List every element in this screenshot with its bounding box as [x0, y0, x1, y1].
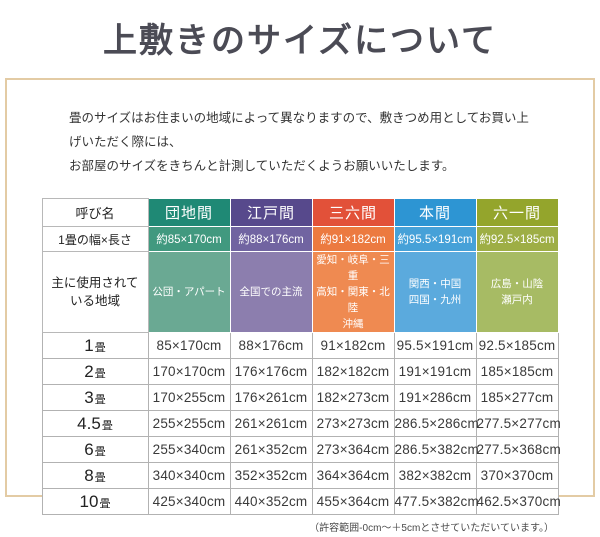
col-header-danchima: 団地間: [147, 198, 231, 227]
row-label: 6畳: [41, 436, 149, 463]
unit-size-cell: 約91×182cm: [311, 226, 395, 252]
row-label-unit: 畳: [94, 471, 106, 484]
row-label: 4.5畳: [41, 410, 149, 437]
intro-line-2: お部屋のサイズをきちんと計測していただくようお願いいたします。: [69, 159, 455, 173]
size-value: 455×364cm: [311, 488, 395, 515]
size-value: 176×261cm: [229, 384, 313, 411]
col-header-sabuma: 三六間: [311, 198, 395, 227]
region-cell: 全国での主流: [229, 251, 313, 333]
table-row-10jo: 10畳 425×340cm 440×352cm 455×364cm 477.5×…: [41, 488, 561, 515]
size-value: 170×255cm: [147, 384, 231, 411]
table-row-8jo: 8畳 340×340cm 352×352cm 364×364cm 382×382…: [41, 462, 559, 489]
size-value: 352×352cm: [229, 462, 313, 489]
size-value: 273×273cm: [311, 410, 395, 437]
row-label: 2畳: [41, 358, 149, 385]
size-value: 185×277cm: [475, 384, 559, 411]
size-value: 255×255cm: [147, 410, 231, 437]
content-frame: 畳のサイズはお住まいの地域によって異なりますので、敷きつめ用としてお買い上げいた…: [5, 78, 595, 534]
row-label-unit: 畳: [94, 445, 106, 458]
unit-size-label: 1畳の幅×長さ: [41, 226, 149, 252]
size-value: 477.5×382cm: [393, 488, 479, 515]
row-label: 1畳: [41, 332, 149, 359]
corner-cell: 呼び名: [41, 198, 149, 227]
region-label: 主に使用されて いる地域: [41, 251, 149, 333]
size-value: 340×340cm: [147, 462, 231, 489]
size-value: 182×273cm: [311, 384, 395, 411]
row-label-number: 1: [84, 335, 94, 355]
col-header-rokuichima: 六一間: [475, 198, 559, 227]
row-label-number: 4.5: [77, 413, 101, 433]
row-label-number: 10: [79, 491, 99, 511]
header-row: 呼び名 団地間 江戸間 三六間 本間 六一間: [41, 198, 559, 227]
size-value: 191×286cm: [393, 384, 477, 411]
unit-size-cell: 約92.5×185cm: [475, 226, 559, 252]
tatami-size-table: 呼び名 団地間 江戸間 三六間 本間 六一間 1畳の幅×長さ 約85×170cm…: [41, 198, 561, 515]
region-row: 主に使用されて いる地域 公団・アパート 全国での主流 愛知・岐阜・三重 高知・…: [41, 251, 559, 333]
col-header-edoma: 江戸間: [229, 198, 313, 227]
size-value: 176×176cm: [229, 358, 313, 385]
unit-size-cell: 約88×176cm: [229, 226, 313, 252]
size-value: 261×261cm: [229, 410, 313, 437]
size-value: 91×182cm: [311, 332, 395, 359]
size-value: 85×170cm: [147, 332, 231, 359]
size-value: 425×340cm: [147, 488, 231, 515]
intro-text: 畳のサイズはお住まいの地域によって異なりますので、敷きつめ用としてお買い上げいた…: [69, 106, 531, 178]
row-label-unit: 畳: [94, 341, 106, 354]
row-label-unit: 畳: [94, 367, 106, 380]
size-value: 286.5×382cm: [393, 436, 479, 463]
unit-size-cell: 約85×170cm: [147, 226, 231, 252]
size-value: 92.5×185cm: [475, 332, 559, 359]
row-label-number: 3: [84, 387, 94, 407]
size-value: 277.5×277cm: [475, 410, 561, 437]
size-value: 286.5×286cm: [393, 410, 479, 437]
size-value: 261×352cm: [229, 436, 313, 463]
row-label-number: 6: [84, 439, 94, 459]
tolerance-footnote: （許容範囲-0cm〜＋5cmとさせていただいています。）: [309, 523, 554, 534]
row-label-number: 2: [84, 361, 94, 381]
size-value: 95.5×191cm: [393, 332, 477, 359]
size-value: 170×170cm: [147, 358, 231, 385]
row-label: 10畳: [41, 488, 149, 515]
row-label-number: 8: [84, 465, 94, 485]
size-value: 440×352cm: [229, 488, 313, 515]
size-value: 277.5×368cm: [475, 436, 561, 463]
table-row-1jo: 1畳 85×170cm 88×176cm 91×182cm 95.5×191cm…: [41, 332, 559, 359]
size-value: 182×182cm: [311, 358, 395, 385]
size-value: 382×382cm: [393, 462, 477, 489]
row-label-unit: 畳: [101, 419, 113, 432]
region-cell: 広島・山陰 瀬戸内: [475, 251, 559, 333]
row-label: 3畳: [41, 384, 149, 411]
region-cell: 公団・アパート: [147, 251, 231, 333]
table-row-2jo: 2畳 170×170cm 176×176cm 182×182cm 191×191…: [41, 358, 559, 385]
unit-size-row: 1畳の幅×長さ 約85×170cm 約88×176cm 約91×182cm 約9…: [41, 226, 559, 252]
row-label-unit: 畳: [94, 393, 106, 406]
intro-line-1: 畳のサイズはお住まいの地域によって異なりますので、敷きつめ用としてお買い上げいた…: [69, 111, 529, 149]
size-value: 370×370cm: [475, 462, 559, 489]
page-title: 上敷きのサイズについて: [103, 23, 497, 60]
size-value: 191×191cm: [393, 358, 477, 385]
size-value: 462.5×370cm: [475, 488, 561, 515]
row-label-unit: 畳: [99, 497, 111, 510]
size-value: 273×364cm: [311, 436, 395, 463]
table-row-4-5jo: 4.5畳 255×255cm 261×261cm 273×273cm 286.5…: [41, 410, 561, 437]
table-row-3jo: 3畳 170×255cm 176×261cm 182×273cm 191×286…: [41, 384, 559, 411]
table-row-6jo: 6畳 255×340cm 261×352cm 273×364cm 286.5×3…: [41, 436, 561, 463]
size-value: 364×364cm: [311, 462, 395, 489]
size-value: 88×176cm: [229, 332, 313, 359]
col-header-honma: 本間: [393, 198, 477, 227]
region-cell: 関西・中国 四国・九州: [393, 251, 477, 333]
region-cell: 愛知・岐阜・三重 高知・関東・北陸 沖縄: [311, 251, 395, 333]
row-label: 8畳: [41, 462, 149, 489]
size-value: 255×340cm: [147, 436, 231, 463]
size-value: 185×185cm: [475, 358, 559, 385]
unit-size-cell: 約95.5×191cm: [393, 226, 477, 252]
